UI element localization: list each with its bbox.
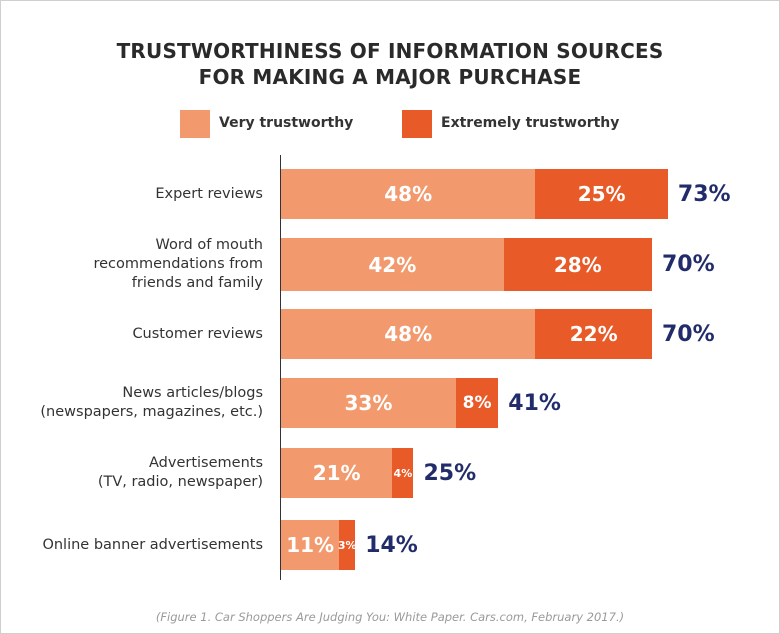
bar-segment-extremely-trustworthy xyxy=(392,448,414,498)
chart-title-line: FOR MAKING A MAJOR PURCHASE xyxy=(198,65,582,89)
category-label-line: Online banner advertisements xyxy=(42,536,263,553)
bar-segment-extremely-trustworthy xyxy=(503,238,652,291)
category-label: News articles/blogs (newspapers, magazine… xyxy=(40,384,263,422)
bar-segment-very-trustworthy xyxy=(281,378,456,428)
bar-value-label: 8% xyxy=(462,393,492,413)
bar-value-label: 42% xyxy=(368,252,417,277)
chart-legend: Very trustworthy Extremely trustworthy xyxy=(0,110,780,138)
category-label-line: friends and family xyxy=(131,275,263,291)
bar-total-label: 25% xyxy=(423,460,477,486)
bar-segment-very-trustworthy xyxy=(281,238,504,291)
bar-value-label: 22% xyxy=(569,322,618,346)
bar-value-label: 21% xyxy=(312,461,361,485)
bar-segment-extremely-trustworthy xyxy=(535,169,668,219)
bar-value-label: 48% xyxy=(384,322,433,346)
category-label-line: Word of mouth xyxy=(155,237,263,253)
bar-segment-very-trustworthy xyxy=(281,448,393,498)
legend-label-extremely-trustworthy: Extremely trustworthy xyxy=(441,115,620,131)
category-label: Expert reviews xyxy=(155,185,263,204)
bar-total-label: 73% xyxy=(677,181,731,207)
category-label-line: recommendations from xyxy=(93,256,263,272)
bar-segment-extremely-trustworthy xyxy=(339,520,356,570)
legend-label-very-trustworthy: Very trustworthy xyxy=(219,115,354,131)
legend-swatch-extremely-trustworthy xyxy=(402,110,432,138)
category-label: Advertisements (TV, radio, newspaper) xyxy=(98,454,263,492)
category-label: Online banner advertisements xyxy=(42,536,263,555)
bar-value-label: 11% xyxy=(286,533,335,557)
category-label-line: Customer reviews xyxy=(132,325,263,342)
bar-segment-extremely-trustworthy xyxy=(535,309,652,359)
bar-segment-very-trustworthy xyxy=(281,169,536,219)
bar-value-label: 48% xyxy=(384,182,433,206)
bar-total-label: 14% xyxy=(365,532,418,558)
bar-value-label: 33% xyxy=(344,391,393,415)
bar-segment-extremely-trustworthy xyxy=(455,378,499,428)
chart-title-line: TRUSTWORTHINESS OF INFORMATION SOURCES xyxy=(116,39,664,63)
bar-total-label: 41% xyxy=(508,390,561,416)
category-label-line: (newspapers, magazines, etc.) xyxy=(40,404,263,420)
category-label: Customer reviews xyxy=(132,325,263,344)
legend-swatch-very-trustworthy xyxy=(180,110,210,138)
bar-total-label: 70% xyxy=(662,321,715,347)
category-label: Word of mouth recommendations from friends… xyxy=(93,236,263,293)
bar-segment-very-trustworthy xyxy=(281,309,536,359)
bar-value-label: 3% xyxy=(337,538,357,552)
category-label-line: News articles/blogs xyxy=(122,385,263,401)
chart-title: TRUSTWORTHINESS OF INFORMATION SOURCES F… xyxy=(0,38,780,90)
bar-value-label: 28% xyxy=(553,252,602,277)
y-axis-line xyxy=(280,155,281,580)
category-label-line: Advertisements xyxy=(149,455,263,471)
category-label-line: (TV, radio, newspaper) xyxy=(97,474,263,490)
category-label-line: Expert reviews xyxy=(155,185,263,202)
figure-caption: (Figure 1. Car Shoppers Are Judging You:… xyxy=(155,610,625,624)
bar-value-label: 4% xyxy=(393,466,413,480)
bar-total-label: 70% xyxy=(662,252,715,277)
bar-value-label: 25% xyxy=(577,182,626,206)
bar-segment-very-trustworthy xyxy=(281,520,340,570)
